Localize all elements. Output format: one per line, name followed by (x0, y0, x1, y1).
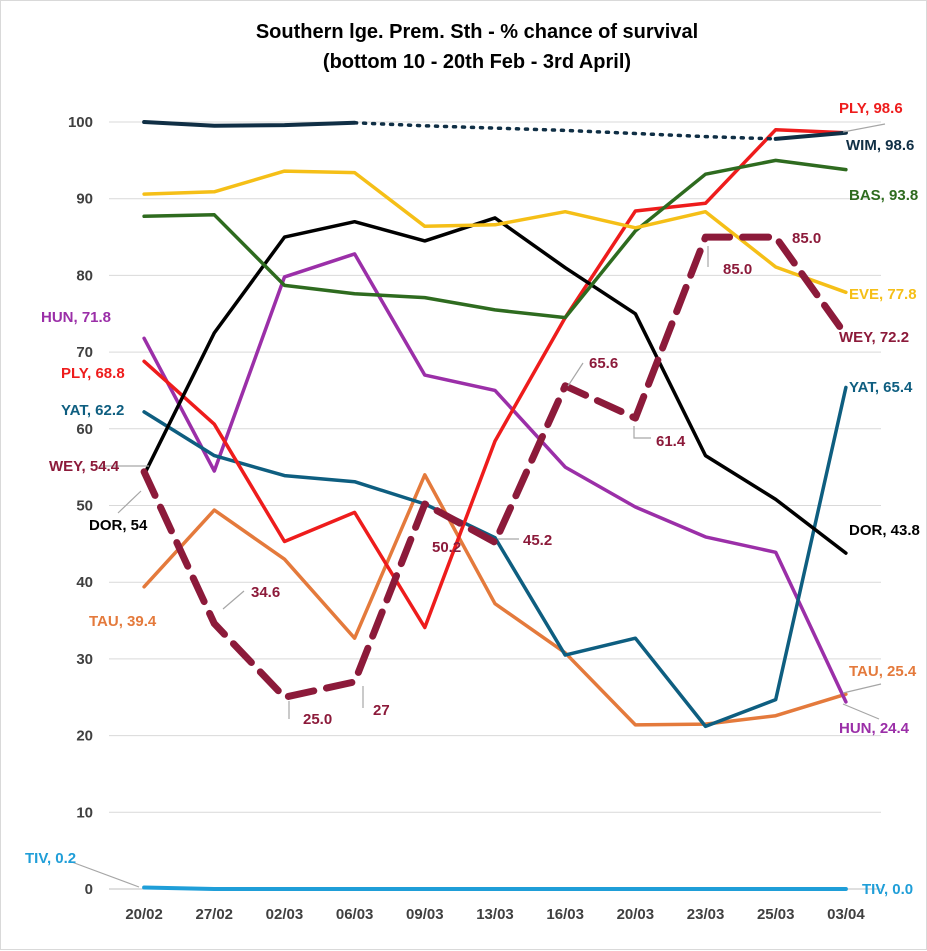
end-label-ply: PLY, 98.6 (839, 100, 903, 117)
data-label-wey-5: 45.2 (523, 532, 552, 549)
series-line-tau (142, 473, 848, 727)
end-label-dor: DOR, 43.8 (849, 522, 920, 539)
leader-point-5 (567, 362, 584, 387)
leader-point-0 (222, 590, 245, 610)
start-label-tiv: TIV, 0.2 (25, 850, 76, 867)
series-line-ply (142, 127, 848, 630)
series-line-hun (142, 252, 848, 704)
x-tick-label: 09/03 (406, 906, 444, 923)
end-label-hun: HUN, 24.4 (839, 720, 910, 737)
leader-point-6 (633, 426, 651, 439)
x-tick-label: 20/03 (617, 906, 655, 923)
data-label-wey-1: 34.6 (251, 584, 280, 601)
end-label-eve: EVE, 77.8 (849, 286, 917, 303)
y-axis-ticks: 0 10 20 30 40 50 60 70 80 90 100 (68, 114, 93, 898)
series-line-eve (142, 169, 848, 295)
x-tick-label: 23/03 (687, 906, 725, 923)
end-label-tiv: TIV, 0.0 (862, 881, 913, 898)
y-tick-label: 60 (76, 421, 93, 438)
x-axis-ticks: 20/02 27/02 02/03 06/03 09/03 13/03 16/03 20/03… (125, 906, 865, 923)
start-label-tau: TAU, 39.4 (89, 613, 157, 630)
leader-end-tau (842, 683, 882, 694)
x-tick-label: 13/03 (476, 906, 514, 923)
end-label-wey: WEY, 72.2 (839, 329, 909, 346)
data-label-wey-3: 27 (373, 702, 390, 719)
leader-end-hun (842, 703, 880, 720)
series-line-tiv (142, 885, 848, 891)
y-tick-label: 10 (76, 804, 93, 821)
series-line-bas (142, 158, 848, 320)
x-tick-label: 16/03 (546, 906, 584, 923)
start-label-wey: WEY, 54.4 (49, 458, 120, 475)
y-tick-label: 20 (76, 728, 93, 745)
y-tick-label: 90 (76, 191, 93, 208)
data-label-wey-6: 65.6 (589, 355, 618, 372)
start-label-ply: PLY, 68.8 (61, 365, 125, 382)
x-tick-label: 20/02 (125, 906, 163, 923)
data-label-wey-8: 85.0 (723, 261, 752, 278)
start-label-yat: YAT, 62.2 (61, 402, 124, 419)
series-lines (140, 120, 850, 891)
leader-end-wim (842, 123, 886, 133)
series-line-wim-gap (352, 121, 778, 141)
y-tick-label: 0 (85, 881, 93, 898)
end-label-tau: TAU, 25.4 (849, 663, 917, 680)
y-tick-label: 30 (76, 651, 93, 668)
series-line-dor (142, 216, 848, 555)
series-line-wim (142, 120, 848, 141)
x-tick-label: 06/03 (336, 906, 374, 923)
end-label-bas: BAS, 93.8 (849, 187, 918, 204)
y-tick-label: 50 (76, 498, 93, 515)
end-label-yat: YAT, 65.4 (849, 379, 913, 396)
data-label-wey-2: 25.0 (303, 711, 332, 728)
y-tick-label: 40 (76, 574, 93, 591)
x-tick-label: 03/04 (827, 906, 865, 923)
x-tick-label: 27/02 (195, 906, 233, 923)
gridlines (109, 121, 881, 890)
series-labels: TIV, 0.2 TIV, 0.0 TAU, 39.4 TAU, 25.4 HUN, 7… (25, 100, 920, 898)
start-label-hun: HUN, 71.8 (41, 309, 111, 326)
x-tick-label: 02/03 (266, 906, 304, 923)
y-tick-label: 70 (76, 344, 93, 361)
data-label-wey-7: 61.4 (656, 433, 686, 450)
chart-title-line-1: Southern lge. Prem. Sth - % chance of su… (256, 21, 698, 43)
x-tick-label: 25/03 (757, 906, 795, 923)
series-line-wey (140, 233, 850, 701)
y-tick-label: 80 (76, 267, 93, 284)
end-label-wim: WIM, 98.6 (846, 137, 914, 154)
chart-title-line-2: (bottom 10 - 20th Feb - 3rd April) (323, 51, 631, 73)
leader-start-tiv (68, 860, 140, 888)
series-line-yat (142, 385, 848, 729)
data-label-wey-9: 85.0 (792, 230, 821, 247)
label-leader-lines (68, 123, 886, 888)
y-tick-label: 100 (68, 114, 93, 131)
start-label-dor: DOR, 54 (89, 517, 148, 534)
leader-start-dor (117, 490, 142, 514)
data-label-wey-4: 50.2 (432, 539, 461, 556)
